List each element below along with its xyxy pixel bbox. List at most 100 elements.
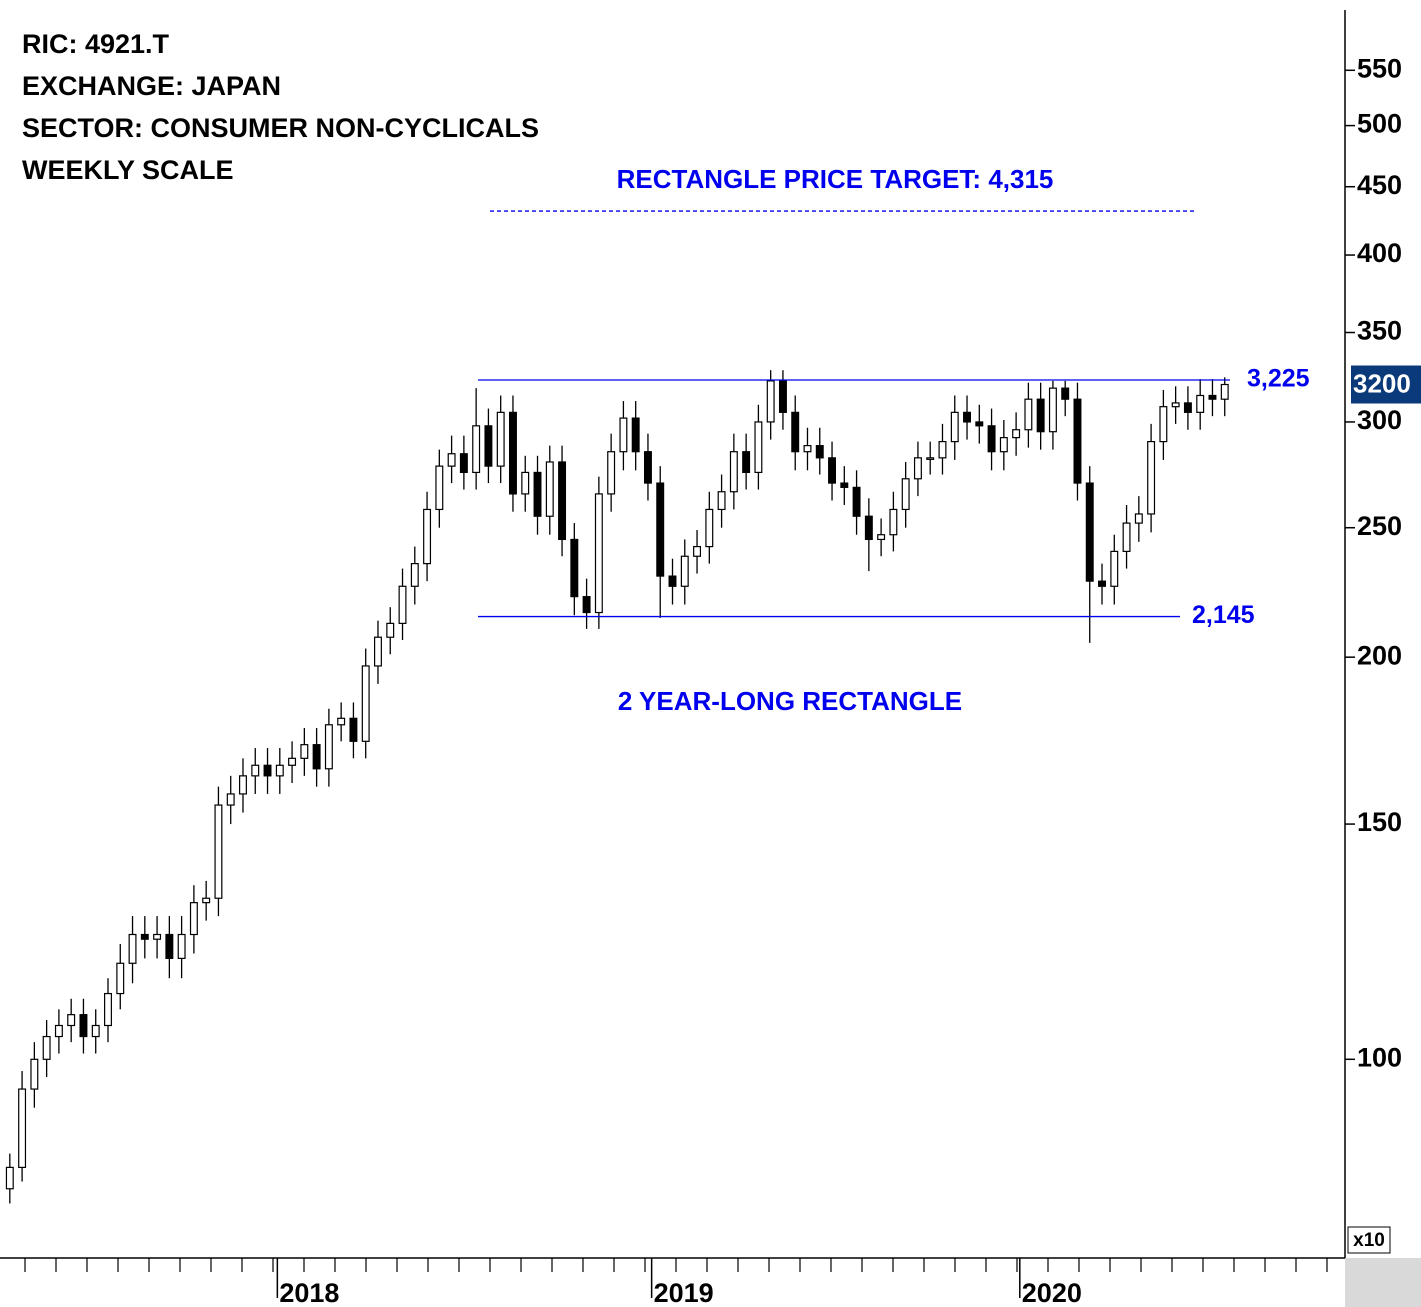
candle-body	[202, 897, 211, 904]
scale-note: x10	[1353, 1230, 1385, 1251]
candle-body	[607, 451, 616, 495]
candle-body	[153, 933, 162, 940]
candle-body	[459, 453, 468, 474]
info-line: WEEKLY SCALE	[22, 155, 234, 185]
candle-body	[754, 421, 763, 474]
candle-body	[877, 534, 886, 541]
candle-body	[1048, 387, 1057, 433]
y-tick-label: 100	[1357, 1042, 1402, 1072]
candle-body	[30, 1058, 39, 1090]
candle-body	[116, 962, 125, 995]
y-tick-label: 400	[1357, 238, 1402, 268]
candle-body	[619, 417, 628, 453]
candle-body	[1012, 429, 1021, 439]
candle-body	[1220, 383, 1229, 400]
candle-body	[680, 555, 689, 587]
y-tick-label: 200	[1357, 640, 1402, 670]
candle-body	[901, 478, 910, 511]
candle-body	[423, 508, 432, 565]
candle-body	[484, 425, 493, 467]
candle-body	[950, 411, 959, 443]
level-label: 2,145	[1192, 601, 1255, 629]
candle-body	[251, 764, 260, 777]
candle-body	[18, 1088, 27, 1169]
candle-body	[1134, 513, 1143, 524]
candle-body	[533, 471, 542, 517]
candle-body	[852, 486, 861, 517]
last-price-box	[1351, 365, 1421, 404]
candle-body	[717, 491, 726, 511]
corner-box	[1345, 1258, 1421, 1307]
candle-body	[742, 451, 751, 474]
candle-body	[226, 793, 235, 806]
info-line: RIC: 4921.T	[22, 29, 170, 59]
y-tick-label: 450	[1357, 170, 1402, 200]
x-tick-label: 2019	[654, 1278, 714, 1307]
info-line: EXCHANGE: JAPAN	[22, 71, 281, 101]
candle-body	[104, 992, 112, 1027]
candle-body	[472, 425, 481, 474]
candle-body	[447, 453, 456, 467]
candle-body	[913, 457, 922, 480]
candle-body	[1061, 387, 1070, 400]
candle-body	[67, 1014, 76, 1027]
candle-body	[656, 482, 665, 577]
candle-body	[239, 775, 247, 795]
candle-body	[337, 717, 346, 726]
candle-body	[766, 380, 775, 423]
candle-body	[558, 461, 567, 541]
candle-body	[693, 545, 702, 557]
y-tick-label: 300	[1357, 405, 1402, 435]
candle-body	[594, 493, 603, 614]
candle-body	[189, 902, 198, 936]
candle-body	[300, 744, 309, 759]
candle-body	[864, 515, 873, 541]
x-tick-label: 2018	[279, 1278, 339, 1307]
pattern-label: 2 YEAR-LONG RECTANGLE	[618, 686, 962, 716]
candle-body	[778, 380, 787, 413]
candle-body	[263, 764, 272, 777]
scale-note-box	[1347, 1226, 1391, 1254]
candle-body	[963, 411, 972, 423]
candle-body	[1110, 550, 1119, 587]
candle-body	[643, 451, 652, 484]
candle-body	[373, 636, 382, 667]
candle-body	[349, 717, 358, 742]
candle-body	[214, 804, 223, 899]
candle-body	[91, 1024, 100, 1038]
x-tick-label: 2020	[1022, 1278, 1082, 1307]
candle-body	[545, 461, 554, 517]
candle-body	[1024, 398, 1033, 431]
candle-body	[1171, 402, 1180, 408]
candle-body	[1122, 522, 1131, 553]
candle-body	[791, 411, 800, 453]
y-tick-label: 550	[1357, 53, 1402, 83]
candle-body	[398, 585, 407, 624]
candle-body	[312, 744, 321, 770]
candle-body	[324, 724, 333, 770]
candle-body	[1159, 406, 1168, 443]
candle-body	[54, 1024, 63, 1038]
candle-body	[840, 482, 849, 488]
candle-body	[631, 417, 640, 453]
candle-body	[1208, 394, 1217, 400]
candle-body	[582, 596, 591, 614]
candle-body	[705, 508, 714, 548]
candle-body	[668, 575, 677, 587]
candle-body	[79, 1014, 88, 1038]
candle-body	[1098, 580, 1106, 587]
candle-body	[828, 457, 837, 484]
candle-body	[140, 933, 149, 940]
y-tick-label: 150	[1357, 807, 1402, 837]
candle-body	[889, 508, 898, 536]
candle-body	[42, 1035, 51, 1060]
candle-body	[926, 457, 935, 460]
candle-body	[386, 622, 395, 638]
candle-body	[1085, 482, 1094, 582]
candle-body	[975, 421, 984, 427]
candle-body	[410, 563, 419, 587]
candle-body	[177, 933, 186, 959]
candle-body	[165, 933, 174, 959]
candle-body	[999, 437, 1008, 453]
